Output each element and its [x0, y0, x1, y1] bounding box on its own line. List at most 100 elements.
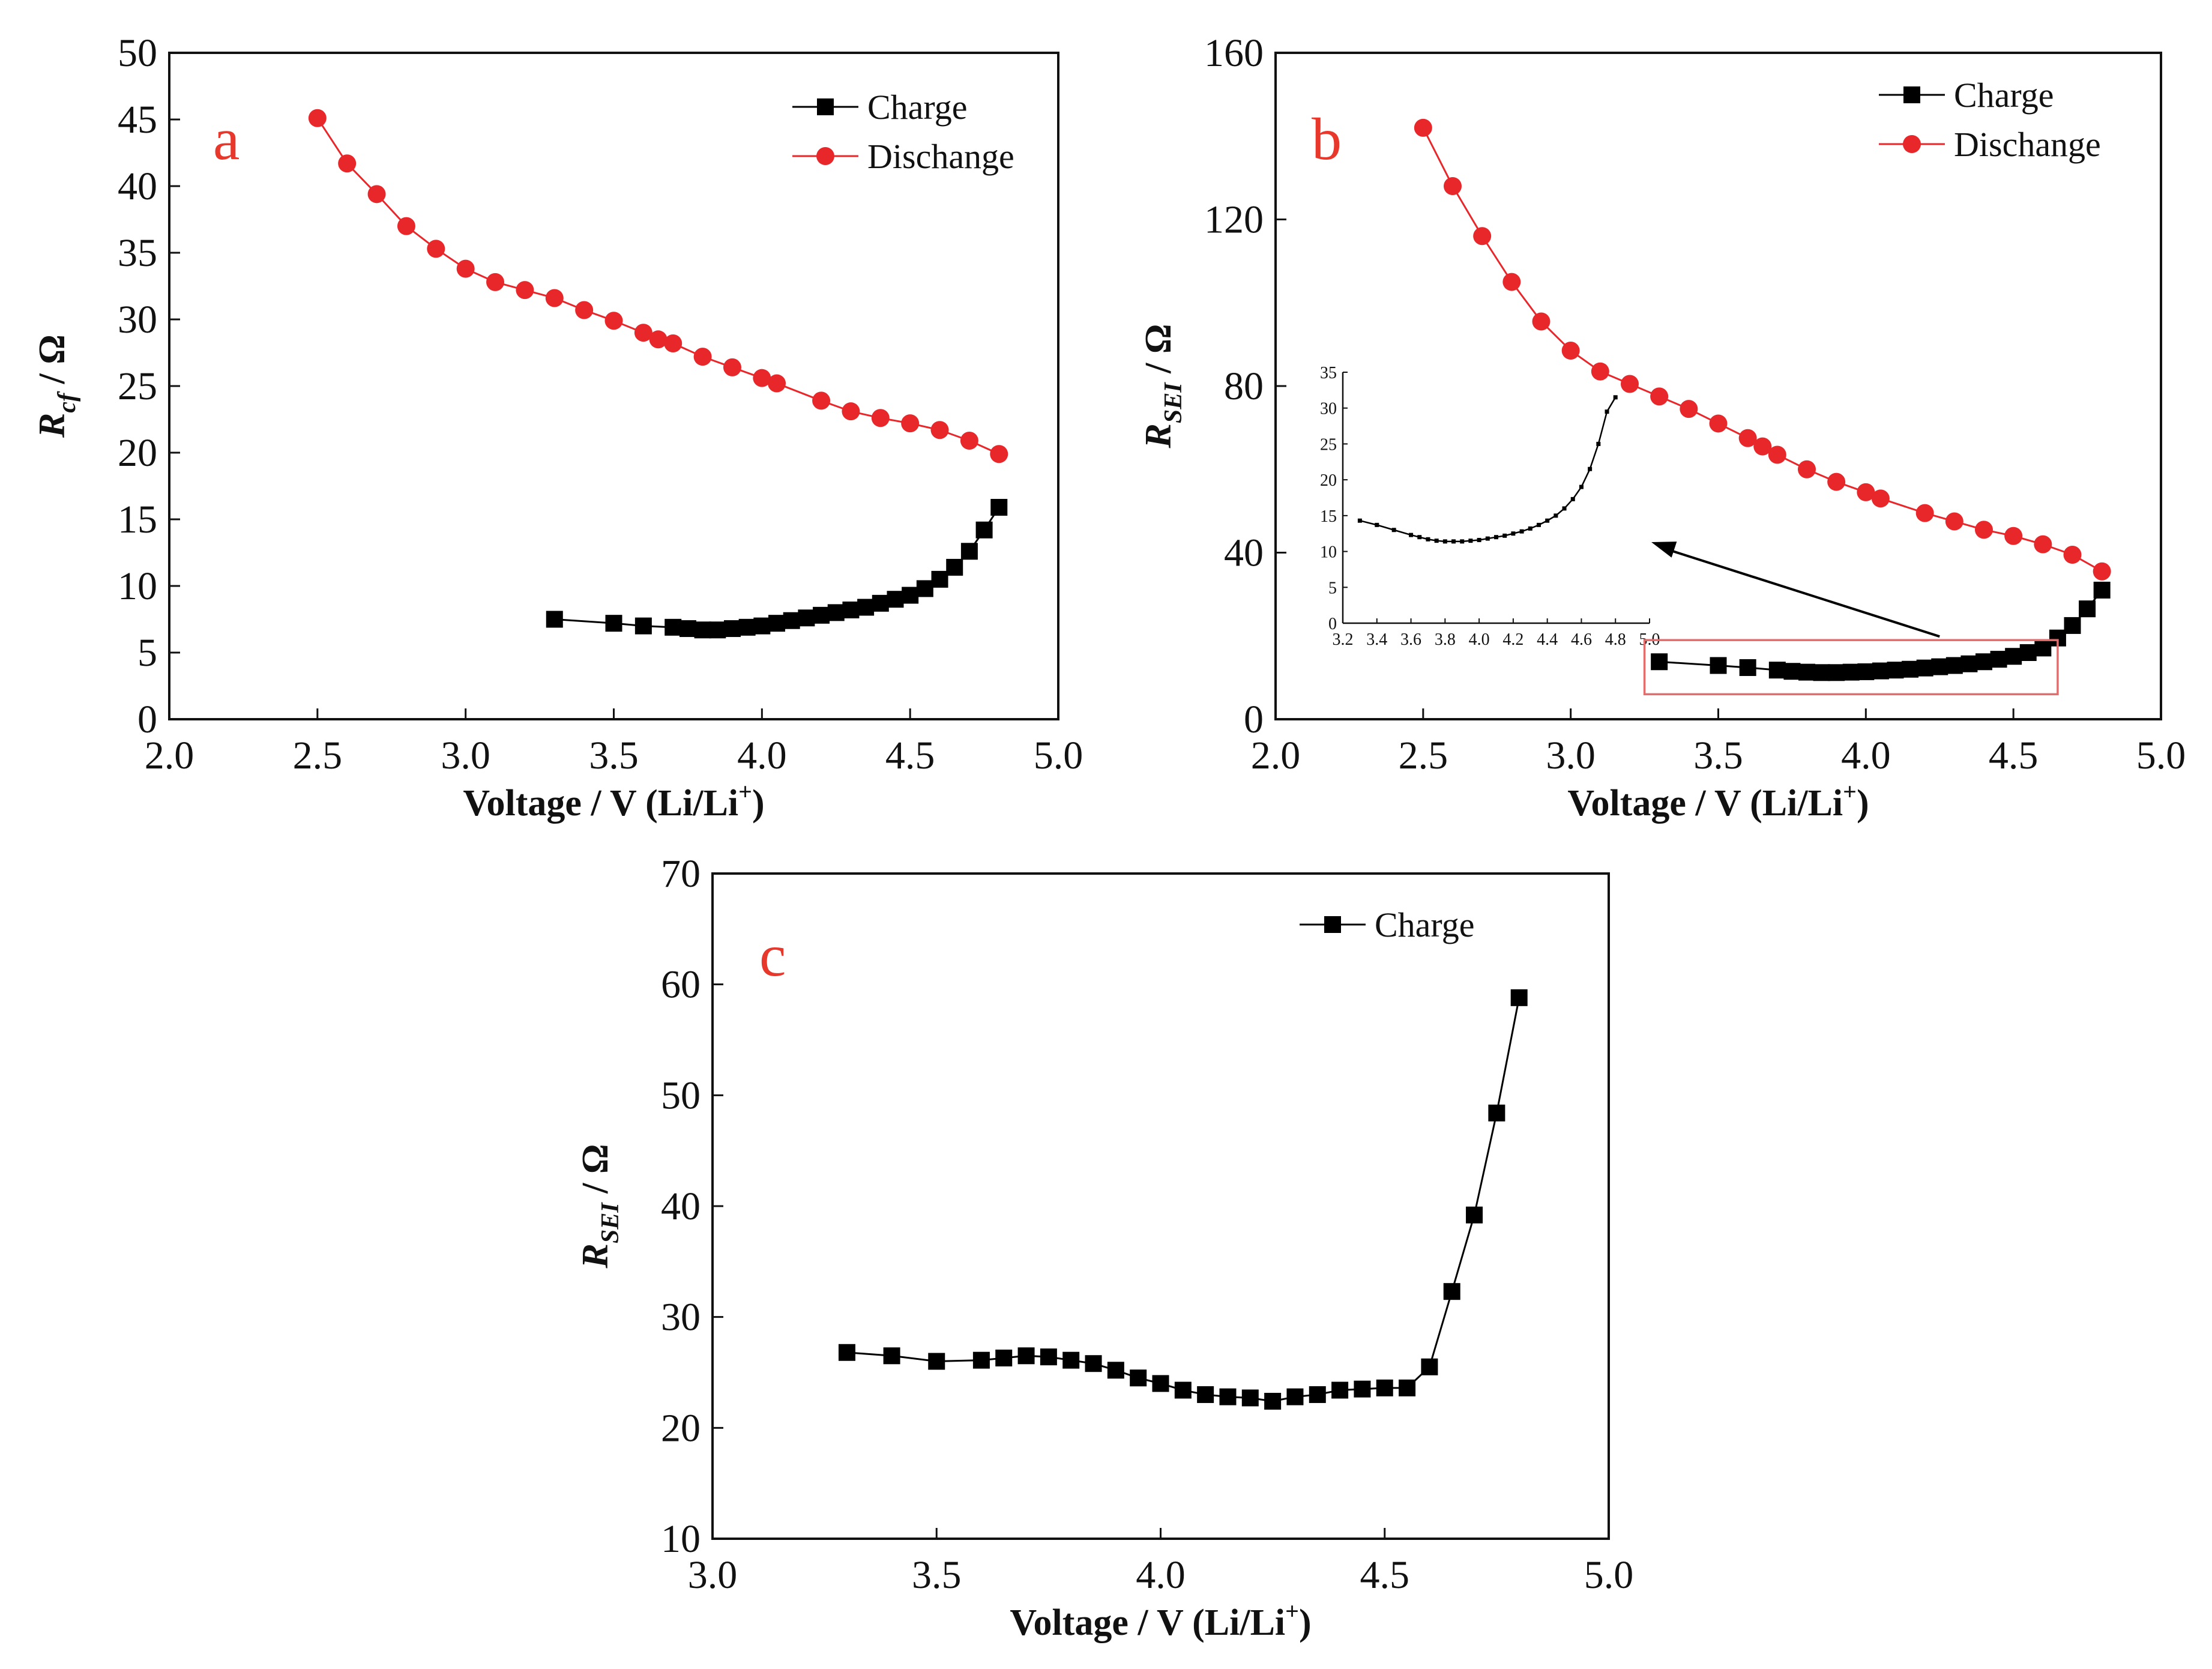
x-axis-label-tail: ): [1857, 783, 1869, 824]
charge-point: [1945, 657, 1963, 674]
charge-point: [665, 618, 682, 636]
x-tick-label: 5.0: [1034, 734, 1083, 777]
charge-point: [1887, 662, 1904, 679]
charge-point: [2079, 600, 2096, 618]
y-axis-label-sub: SEI: [1160, 382, 1187, 423]
plot-frame: [711, 872, 1610, 1540]
x-tick-label: 2.0: [145, 734, 194, 777]
inset-point: [1391, 528, 1396, 533]
dischange-point: [768, 374, 786, 393]
dischange-point: [1871, 489, 1890, 508]
y-tick-label: 20: [118, 431, 157, 475]
dischange-point: [649, 330, 668, 349]
charge-point: [1421, 1358, 1438, 1375]
x-axis-label-tail: ): [1299, 1602, 1312, 1643]
inset-point: [1579, 484, 1584, 489]
dischange-point: [1680, 400, 1698, 418]
legend-label-charge: Charge: [1954, 76, 2054, 115]
x-tick-label: 4.0: [737, 734, 787, 777]
y-tick-label: 40: [1224, 531, 1264, 575]
x-axis-label-main: Voltage / V (Li/Li: [1010, 1602, 1285, 1643]
charge-point: [972, 1351, 990, 1369]
inset-y-tick-label: 0: [1328, 615, 1337, 633]
x-tick-label: 2.5: [293, 734, 343, 777]
inset-point: [1426, 537, 1430, 542]
charge-point: [1309, 1386, 1326, 1403]
charge-point: [1040, 1348, 1057, 1366]
inset-point: [1528, 526, 1532, 531]
charge-point: [2064, 617, 2081, 634]
charge-point: [1241, 1389, 1259, 1407]
x-axis-label-tail: ): [752, 783, 765, 824]
inset-x-tick-label: 4.6: [1571, 630, 1592, 649]
charge-point: [2005, 648, 2022, 665]
dischange-point: [1753, 437, 1772, 456]
legend-label-dischange: Dischange: [1954, 125, 2101, 164]
charge-point: [1197, 1386, 1214, 1403]
x-axis-label: Voltage / V (Li/Li+): [463, 778, 764, 824]
inset-point: [1519, 529, 1524, 534]
y-tick-label: 35: [118, 231, 157, 275]
y-tick-label: 160: [1204, 31, 1264, 75]
inset-point: [1357, 518, 1362, 523]
x-tick-label: 2.5: [1399, 734, 1448, 777]
legend-label-charge: Charge: [1375, 905, 1474, 944]
y-tick-label: 15: [118, 498, 157, 542]
y-tick-label: 70: [661, 852, 701, 896]
charge-point: [694, 621, 711, 639]
inset-series-line: [1360, 397, 1617, 543]
charge-point: [1286, 1388, 1304, 1405]
inset-point: [1554, 513, 1558, 518]
inset-point: [1570, 496, 1575, 501]
charge-point: [738, 618, 756, 636]
charge-point: [995, 1349, 1013, 1366]
charge-point: [1739, 659, 1756, 676]
dischange-point: [604, 312, 623, 330]
dischange-point: [308, 109, 327, 127]
y-tick-label: 0: [137, 698, 157, 741]
charge-point: [946, 558, 963, 576]
charge-point: [960, 543, 978, 560]
y-axis-label-sub: cf: [53, 391, 81, 413]
charge-point: [1510, 989, 1528, 1006]
charge-point: [2093, 581, 2111, 599]
y-tick-label: 30: [661, 1296, 701, 1339]
y-axis-label-main: R: [32, 413, 73, 438]
panel-letter: b: [1312, 106, 1342, 172]
charge-point: [1960, 655, 1978, 672]
charge-point: [605, 615, 622, 632]
dischange-point: [427, 240, 445, 258]
charge-point: [842, 601, 860, 618]
dischange-point: [545, 289, 564, 307]
charge-point: [1813, 664, 1830, 681]
dischange-point: [1473, 227, 1492, 246]
charge-point: [1975, 653, 1992, 671]
inset-y-tick-label: 5: [1328, 579, 1337, 597]
inset-point: [1545, 518, 1550, 523]
inset-point: [1477, 537, 1481, 542]
inset-point: [1468, 539, 1473, 543]
inset-point: [1485, 536, 1490, 541]
dischange-point: [812, 391, 831, 410]
dischange-point: [1768, 445, 1786, 464]
chart-panel-a: 2.0 2.5 3.0 3.5 4.0 4.5 5.0 0 5 10 15 20 25 30 35 40 45 5…: [32, 31, 1083, 824]
dischange-point: [575, 301, 594, 319]
charge-point: [928, 1353, 945, 1370]
inset-point: [1434, 539, 1439, 543]
dischange-point: [1650, 387, 1669, 406]
y-tick-label: 60: [661, 963, 701, 1007]
x-axis-label-main: Voltage / V (Li/Li: [1567, 783, 1843, 824]
dischange-point: [1798, 460, 1816, 478]
inset-x-tick-label: 4.4: [1537, 630, 1558, 649]
inset-point: [1613, 395, 1618, 400]
y-tick-label: 50: [118, 31, 157, 75]
inset-y-tick-label: 20: [1320, 471, 1337, 490]
charge-point: [723, 620, 741, 638]
charge-point: [813, 606, 830, 624]
x-tick-label: 3.5: [589, 734, 639, 777]
inset-point: [1409, 533, 1414, 537]
x-axis-label-sup: +: [1285, 1598, 1299, 1625]
inset-point: [1442, 539, 1447, 544]
dischange-point: [1414, 118, 1432, 137]
